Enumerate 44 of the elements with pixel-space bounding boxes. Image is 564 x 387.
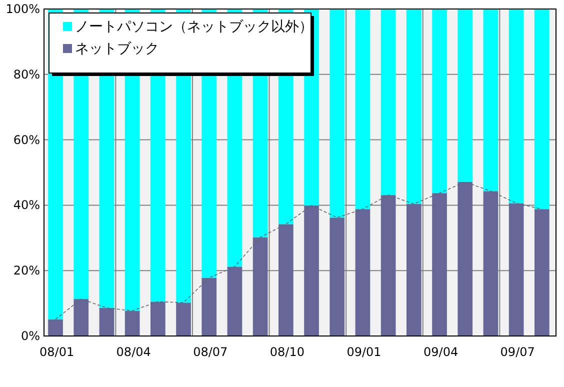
x-tick-label: 08/04 xyxy=(116,345,151,359)
x-tick-label: 08/01 xyxy=(40,345,74,359)
y-tick-label: 80% xyxy=(13,67,40,82)
y-tick-label: 40% xyxy=(13,198,40,212)
bar xyxy=(483,9,498,192)
bar xyxy=(483,191,498,336)
bar xyxy=(227,266,242,336)
bar xyxy=(432,193,447,336)
bar xyxy=(74,299,89,336)
bar xyxy=(380,195,396,336)
y-tick-label: 100% xyxy=(6,2,40,16)
x-tick-label: 09/07 xyxy=(500,345,535,359)
bar xyxy=(48,319,63,336)
y-tick-label: 60% xyxy=(13,132,40,147)
legend-label: ネットブック xyxy=(75,41,159,57)
y-tick-label: 20% xyxy=(13,264,40,278)
bar xyxy=(406,9,422,204)
bar xyxy=(278,224,294,336)
bar xyxy=(458,182,473,336)
x-tick-label: 08/10 xyxy=(270,345,304,359)
bar xyxy=(508,203,524,336)
legend-label: ノートパソコン（ネットブック以外） xyxy=(75,19,313,35)
bar xyxy=(355,209,370,336)
bar xyxy=(534,9,550,210)
bar xyxy=(508,9,524,204)
bar xyxy=(380,9,396,196)
bar xyxy=(252,237,268,336)
bar xyxy=(150,302,166,336)
x-tick-label: 08/07 xyxy=(193,345,228,359)
bar xyxy=(330,218,345,336)
x-tick-label: 09/01 xyxy=(346,345,382,359)
y-tick-label: 0% xyxy=(20,329,40,343)
bar xyxy=(534,209,550,336)
bar xyxy=(99,308,114,336)
bar xyxy=(406,204,422,336)
bar xyxy=(330,9,345,218)
bar xyxy=(176,302,191,336)
bar xyxy=(202,278,217,336)
x-tick-label: 09/04 xyxy=(424,345,458,359)
bar xyxy=(304,206,319,336)
bar xyxy=(124,310,140,336)
bar xyxy=(458,9,473,182)
bar xyxy=(355,9,370,210)
bar xyxy=(432,9,447,194)
